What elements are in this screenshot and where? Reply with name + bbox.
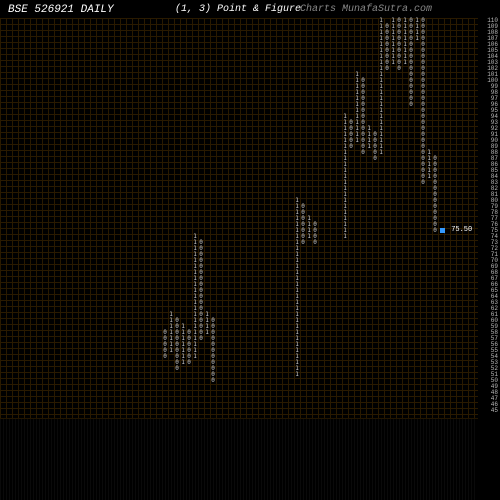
pf-o-cell: 0 — [300, 240, 306, 246]
y-tick-label: 45 — [491, 408, 498, 414]
pf-o-cell: 0 — [312, 240, 318, 246]
pf-x-cell: 1 — [294, 372, 300, 378]
config-label: (1, 3) Point & Figure — [175, 4, 301, 15]
pf-o-cell: 0 — [408, 102, 414, 108]
pf-x-cell: 1 — [378, 150, 384, 156]
pf-o-cell: 0 — [384, 66, 390, 72]
pf-o-cell: 0 — [348, 144, 354, 150]
pf-o-cell: 0 — [396, 66, 402, 72]
pf-o-cell: 0 — [198, 336, 204, 342]
price-value: 75.50 — [451, 226, 472, 234]
pf-o-cell: 0 — [432, 228, 438, 234]
pf-o-cell: 0 — [420, 180, 426, 186]
volume-area — [0, 418, 478, 500]
pf-o-cell: 0 — [186, 360, 192, 366]
pf-x-cell: 1 — [192, 354, 198, 360]
pf-o-cell: 0 — [372, 156, 378, 162]
chart-header: BSE 526921 DAILY (1, 3) Point & Figure C… — [0, 4, 500, 20]
price-dot-icon — [440, 228, 445, 233]
pf-x-cell: 1 — [342, 234, 348, 240]
pf-o-cell: 0 — [162, 354, 168, 360]
pf-o-cell: 0 — [360, 150, 366, 156]
symbol-label: BSE 526921 DAILY — [8, 4, 114, 16]
pf-o-cell: 0 — [210, 378, 216, 384]
pf-columns: 0000011111110000000001111111000000111111… — [0, 18, 478, 418]
pf-o-cell: 0 — [174, 366, 180, 372]
y-axis: 1101091081071061051041031021011009998979… — [478, 18, 498, 418]
source-label: Charts MunafaSutra.com — [300, 4, 432, 15]
last-price-marker: 75.50 — [440, 226, 472, 235]
